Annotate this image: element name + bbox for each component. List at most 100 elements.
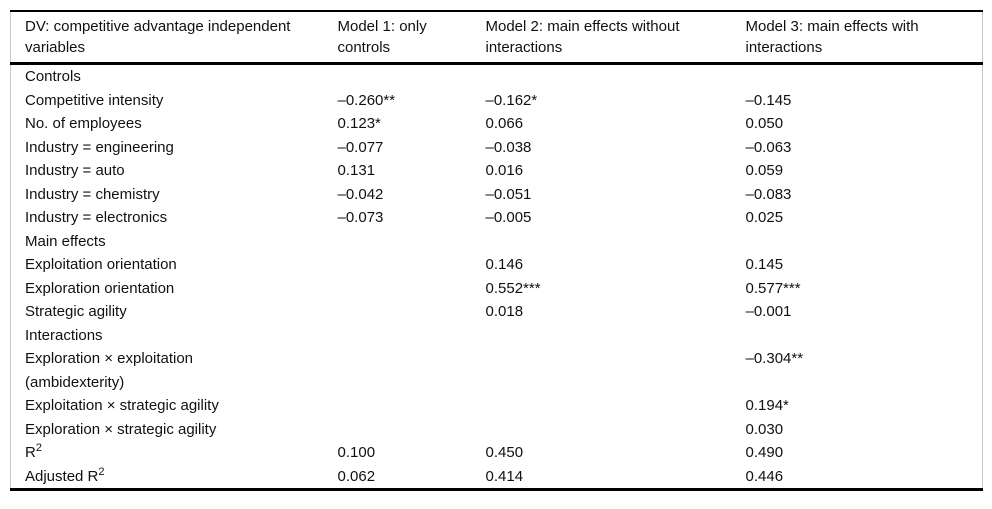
value-cell: –0.038	[485, 138, 532, 156]
value-cell	[324, 230, 472, 254]
value-cell: 0.490	[745, 444, 784, 461]
row-label-cell: Industry = electronics	[11, 206, 324, 230]
value-cell	[324, 64, 472, 89]
section-row: Controls	[11, 64, 983, 89]
value-cell: 0.018	[485, 303, 524, 320]
table-row: Exploitation orientation 0.146 0.145	[11, 253, 983, 277]
header-row: DV: competitive advantage independent va…	[10, 11, 983, 64]
value-cell: 0.145	[745, 256, 784, 273]
value-cell	[472, 394, 732, 418]
row-label: Main effects	[25, 232, 106, 250]
value-cell	[732, 324, 983, 348]
table-row: Exploration × exploitation (ambidexterity…	[11, 347, 983, 394]
value-cell: –0.145	[745, 91, 792, 109]
row-label-cell: Exploration orientation	[11, 277, 324, 301]
table-row: Exploitation × strategic agility 0.194*	[11, 394, 983, 418]
section-row: Interactions	[11, 324, 983, 348]
value-cell: –0.260**	[337, 91, 396, 109]
value-cell	[324, 394, 472, 418]
row-label: Industry = engineering	[25, 138, 174, 156]
value-cell	[732, 64, 983, 89]
table-row: Industry = engineering –0.077 –0.038 –0.063	[11, 136, 983, 160]
table-row: R2 0.100 0.450 0.490	[11, 441, 983, 465]
value-cell: 0.016	[485, 162, 524, 179]
row-label-cell: Competitive intensity	[11, 89, 324, 113]
value-cell: 0.577***	[745, 279, 801, 297]
row-label: Controls	[25, 68, 81, 85]
value-cell	[324, 418, 472, 442]
value-cell: 0.194*	[745, 397, 789, 414]
table-header: DV: competitive advantage independent va…	[10, 11, 983, 64]
value-cell: 0.050	[745, 115, 784, 132]
row-label-cell: R2	[11, 441, 324, 465]
value-cell: –0.063	[745, 138, 792, 156]
value-cell: –0.083	[745, 185, 792, 203]
column-header-model2: Model 2: main effects without interactio…	[485, 18, 680, 56]
value-cell: –0.073	[337, 209, 384, 226]
row-label: Exploitation orientation	[25, 256, 177, 273]
value-cell: 0.025	[745, 209, 784, 226]
value-cell	[472, 324, 732, 348]
superscript: 2	[35, 442, 42, 454]
value-cell: 0.062	[337, 467, 376, 485]
row-label: No. of employees	[25, 115, 142, 132]
value-cell: –0.051	[485, 185, 532, 203]
value-cell	[324, 300, 472, 324]
row-label: Exploration × strategic agility	[25, 420, 217, 438]
row-label: Exploration orientation	[25, 279, 175, 297]
table-row: Industry = auto 0.131 0.016 0.059	[11, 159, 983, 183]
value-cell	[472, 64, 732, 89]
superscript: 2	[98, 465, 105, 478]
table-row: No. of employees 0.123* 0.066 0.050	[11, 112, 983, 136]
table-row: Exploration × strategic agility 0.030	[11, 418, 983, 442]
row-label-cell: Adjusted R2	[11, 465, 324, 490]
table-row: Adjusted R2 0.062 0.414 0.446	[11, 465, 983, 490]
value-cell: 0.030	[745, 420, 784, 438]
value-cell: 0.100	[337, 444, 376, 461]
value-cell: 0.414	[485, 467, 524, 485]
row-label-cell: Industry = chemistry	[11, 183, 324, 207]
row-label-line2: (ambidexterity)	[25, 373, 125, 391]
value-cell	[472, 418, 732, 442]
value-cell: –0.005	[485, 209, 532, 226]
value-cell: 0.552***	[485, 279, 541, 297]
row-label: Competitive intensity	[25, 91, 164, 109]
section-row: Main effects	[11, 230, 983, 254]
value-cell: 0.066	[485, 115, 524, 132]
table-row: Industry = electronics –0.073 –0.005 0.025	[11, 206, 983, 230]
row-label: Interactions	[25, 326, 103, 344]
value-cell: 0.059	[745, 162, 784, 179]
table-body: Controls Competitive intensity –0.260** –0.…	[11, 64, 983, 490]
page: DV: competitive advantage independent va…	[0, 10, 992, 509]
value-cell	[324, 277, 472, 301]
regression-table: DV: competitive advantage independent va…	[10, 10, 983, 491]
row-label-cell: Industry = auto	[11, 159, 324, 183]
value-cell	[472, 230, 732, 254]
row-label-cell: Exploration × exploitation (ambidexterity…	[11, 347, 324, 394]
column-header-model1: Model 1: only controls	[337, 18, 427, 56]
value-cell	[472, 347, 732, 394]
table-row: Exploration orientation 0.552*** 0.577***	[11, 277, 983, 301]
row-label-cell: Exploitation × strategic agility	[11, 394, 324, 418]
value-cell: 0.450	[485, 444, 524, 461]
value-cell	[324, 324, 472, 348]
row-label: Strategic agility	[25, 303, 127, 320]
column-header-model3: Model 3: main effects with interactions	[745, 18, 919, 56]
row-label-cell: No. of employees	[11, 112, 324, 136]
table-row: Industry = chemistry –0.042 –0.051 –0.083	[11, 183, 983, 207]
value-cell: –0.001	[745, 303, 792, 320]
value-cell	[324, 253, 472, 277]
section-label-cell: Controls	[11, 64, 324, 89]
value-cell: 0.131	[337, 162, 376, 179]
row-label-cell: Strategic agility	[11, 300, 324, 324]
row-label: R	[25, 444, 36, 461]
row-label-cell: Exploration × strategic agility	[11, 418, 324, 442]
value-cell: 0.146	[485, 256, 524, 273]
value-cell: 0.123*	[337, 115, 381, 132]
section-label-cell: Interactions	[11, 324, 324, 348]
row-label: Adjusted R	[25, 467, 99, 485]
value-cell: –0.042	[337, 185, 384, 203]
table-row: Strategic agility 0.018 –0.001	[11, 300, 983, 324]
value-cell: 0.446	[745, 467, 784, 485]
section-label-cell: Main effects	[11, 230, 324, 254]
